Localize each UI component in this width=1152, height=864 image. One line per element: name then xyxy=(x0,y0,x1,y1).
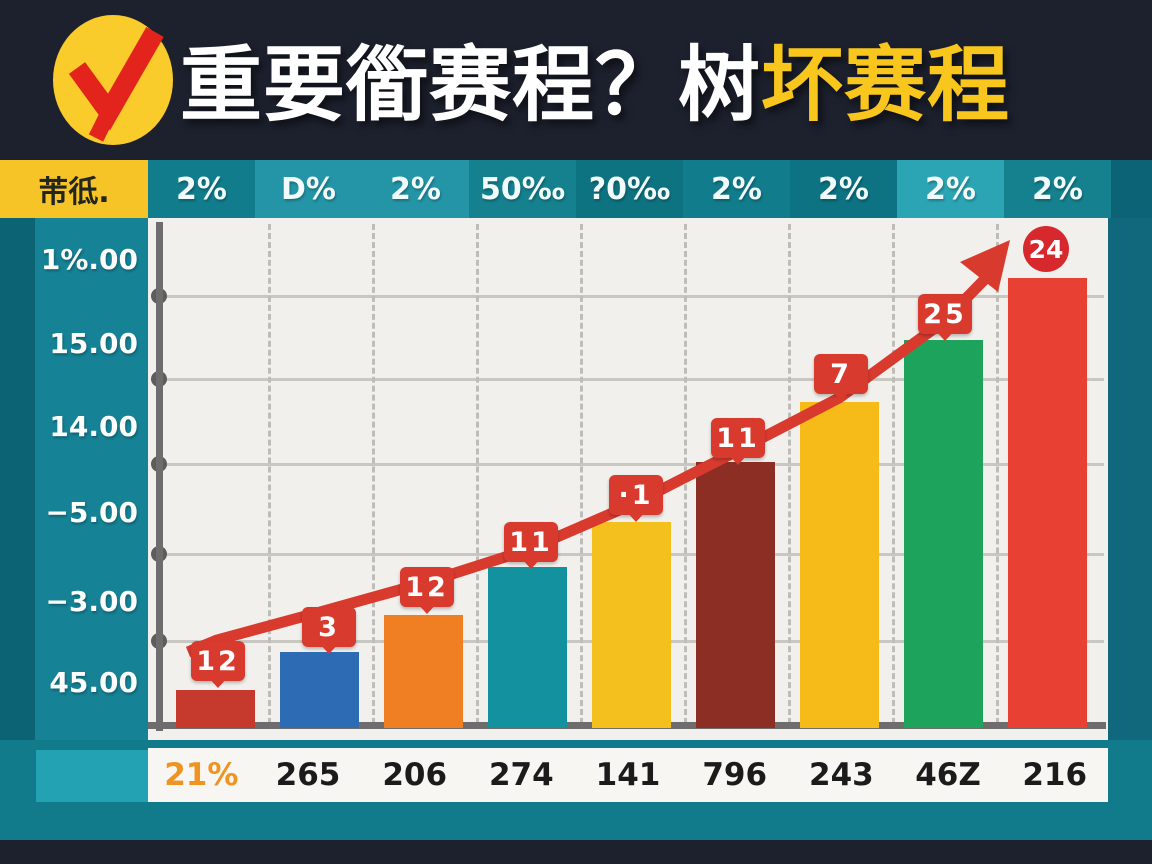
y-axis-line xyxy=(156,222,163,731)
bar-9 xyxy=(1008,278,1087,728)
bar-2 xyxy=(280,652,359,728)
bottom-row-spacer-cell xyxy=(36,750,148,802)
bottom-value-6: 796 xyxy=(702,757,768,793)
chart-panel: 12 3 12 11 ·1 11 7 25 24 xyxy=(148,218,1108,740)
grid-line-v-5 xyxy=(684,224,687,724)
value-badge-4: 11 xyxy=(504,522,558,569)
y-axis-label-band: 1%.00 15.00 14.00 −5.00 −3.00 45.00 xyxy=(35,218,148,740)
grid-line-v-2 xyxy=(372,224,375,724)
value-badge-6: 11 xyxy=(711,418,765,465)
grid-line-v-4 xyxy=(580,224,583,724)
percent-row: 芾彽. 2% D% 2% 50‰ ?0‰ 2% 2% 2% 2% xyxy=(0,160,1152,218)
bar-6 xyxy=(696,462,775,728)
bottom-value-3: 206 xyxy=(382,757,448,793)
y-axis-tick-4: −5.00 xyxy=(45,496,138,529)
page-title-highlight: 坏赛程 xyxy=(761,38,1011,133)
bar-3 xyxy=(384,615,463,728)
page-title-main: 重要衟赛程？树 xyxy=(180,38,762,133)
end-circle-badge: 24 xyxy=(1023,226,1069,272)
percent-cell-2: D% xyxy=(255,160,362,218)
bottom-value-4: 274 xyxy=(488,757,554,793)
y-axis-tick-2: 15.00 xyxy=(49,327,138,360)
percent-cell-8: 2% xyxy=(897,160,1004,218)
right-strip xyxy=(1108,218,1152,740)
bar-8 xyxy=(904,340,983,728)
bottom-value-2: 265 xyxy=(275,757,341,793)
y-axis-tick-6: 45.00 xyxy=(49,666,138,699)
y-axis-tick-3: 14.00 xyxy=(49,410,138,443)
bar-4 xyxy=(488,567,567,728)
page-title: 重要衟赛程？树坏赛程 xyxy=(180,26,1140,146)
trend-arrowhead-icon xyxy=(960,240,1010,292)
value-badge-5: ·1 xyxy=(609,475,663,522)
percent-cell-1: 2% xyxy=(148,160,255,218)
bottom-value-8: 46Z xyxy=(915,757,981,793)
percent-row-label: 芾彽. xyxy=(0,160,148,218)
bottom-value-5: 141 xyxy=(595,757,661,793)
grid-line-v-3 xyxy=(476,224,479,724)
header: 重要衟赛程？树坏赛程 xyxy=(0,0,1152,160)
bottom-row: 21% 265 206 274 141 796 243 46Z 216 xyxy=(148,748,1108,802)
check-icon xyxy=(53,15,173,145)
percent-row-filler xyxy=(1111,160,1152,218)
grid-line-v-6 xyxy=(788,224,791,724)
value-badge-1: 12 xyxy=(191,641,245,688)
left-strip xyxy=(0,218,35,740)
percent-cell-4: 50‰ xyxy=(469,160,576,218)
bar-1 xyxy=(176,690,255,728)
y-axis-tick-5: −3.00 xyxy=(45,585,138,618)
grid-line-v-8 xyxy=(996,224,999,724)
bottom-value-9: 216 xyxy=(1022,757,1088,793)
bottom-value-7: 243 xyxy=(809,757,874,793)
value-badge-2: 3 xyxy=(302,607,356,654)
percent-cell-3: 2% xyxy=(362,160,469,218)
percent-cell-9: 2% xyxy=(1004,160,1111,218)
grid-line-v-1 xyxy=(268,224,271,724)
value-badge-3: 12 xyxy=(400,567,454,614)
bar-5 xyxy=(592,522,671,728)
grid-line-v-7 xyxy=(892,224,895,724)
footer xyxy=(0,840,1152,864)
value-badge-7: 7 xyxy=(814,354,868,401)
percent-cell-5: ?0‰ xyxy=(576,160,683,218)
percent-cell-6: 2% xyxy=(683,160,790,218)
bottom-value-1: 21% xyxy=(164,757,239,793)
value-badge-8: 25 xyxy=(918,294,972,341)
percent-cell-7: 2% xyxy=(790,160,897,218)
y-axis-tick-1: 1%.00 xyxy=(40,243,138,276)
bar-7 xyxy=(800,402,879,728)
